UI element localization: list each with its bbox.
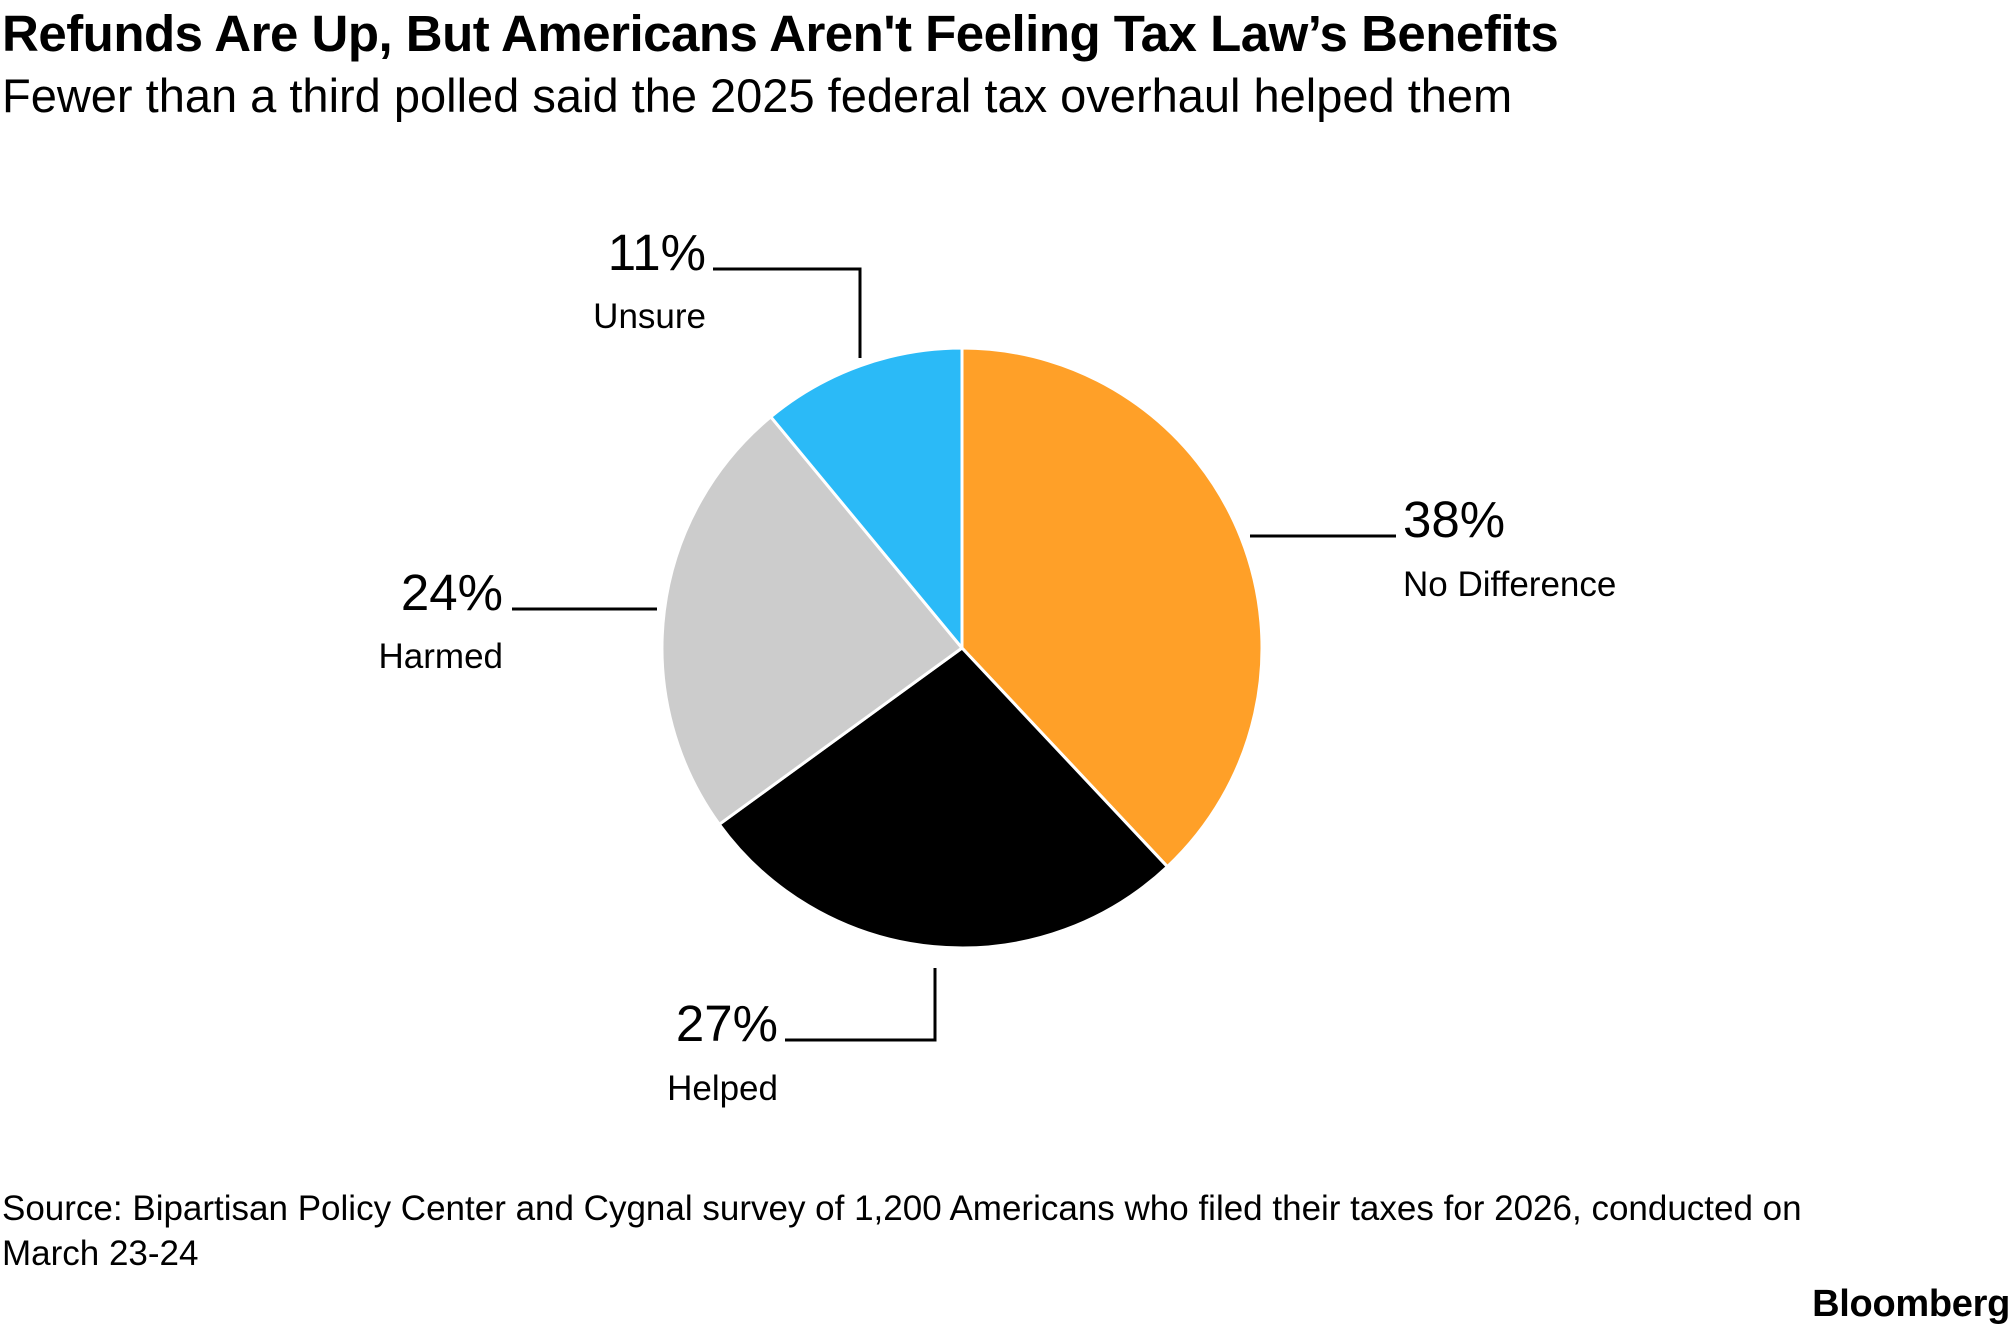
pie-slices xyxy=(660,346,1264,950)
leader-lines xyxy=(512,267,1396,1042)
bloomberg-logo: Bloomberg xyxy=(1812,1283,2010,1325)
value-label-no-difference: 38% xyxy=(1403,491,1505,548)
category-label-harmed: Harmed xyxy=(379,637,503,676)
leader-line-unsure xyxy=(713,267,862,358)
value-label-unsure: 11% xyxy=(608,224,706,281)
category-label-helped: Helped xyxy=(667,1069,778,1108)
value-label-harmed: 24% xyxy=(401,564,503,621)
pie-slice-helped xyxy=(717,646,1169,950)
chart-title: Refunds Are Up, But Americans Aren't Fee… xyxy=(2,5,1559,62)
pie-slice-no-difference xyxy=(960,346,1264,869)
chart-subtitle: Fewer than a third polled said the 2025 … xyxy=(2,69,1513,122)
leader-line-helped xyxy=(785,968,937,1042)
source-note: Source: Bipartisan Policy Center and Cyg… xyxy=(2,1189,1802,1273)
category-label-no-difference: No Difference xyxy=(1403,565,1616,604)
category-label-unsure: Unsure xyxy=(593,297,706,336)
pie-slice-unsure xyxy=(769,346,964,650)
pie-slice-harmed xyxy=(660,415,964,826)
slice-labels: 38% No Difference 27% Helped 24% Harmed 11% Uns… xyxy=(379,224,1617,1108)
value-label-helped: 27% xyxy=(676,995,778,1052)
